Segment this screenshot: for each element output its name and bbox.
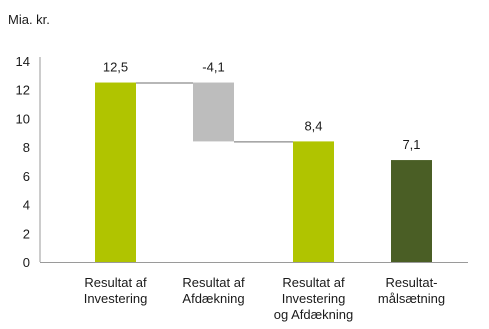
data-labels: 12,5 -4,1 8,4 7,1 — [103, 60, 421, 153]
category-label-line: Resultat af — [182, 275, 245, 290]
y-tick-label: 0 — [23, 255, 30, 270]
y-tick-label: 4 — [23, 198, 30, 213]
data-label: 12,5 — [103, 60, 128, 75]
y-tick-label: 2 — [23, 226, 30, 241]
bars — [95, 82, 432, 263]
category-label-line: Investering — [282, 291, 346, 306]
connector-lines — [136, 82, 293, 143]
y-tick-label: 10 — [16, 111, 30, 126]
category-label: Resultat-målsætning — [378, 275, 445, 306]
bar-2 — [193, 82, 234, 142]
category-label-line: og Afdækning — [274, 307, 354, 322]
y-tick-label: 14 — [16, 54, 30, 69]
category-label: Resultat af Investering og Afdækning — [274, 275, 354, 322]
category-label-line: Afdækning — [182, 291, 244, 306]
category-label: Resultat af Investering — [84, 275, 148, 306]
category-label-line: Resultat af — [282, 275, 345, 290]
category-label-line: Resultat af — [84, 275, 147, 290]
data-label: 7,1 — [402, 137, 420, 152]
y-tick-label: 12 — [16, 83, 30, 98]
y-tick-label: 8 — [23, 140, 30, 155]
bar-1 — [95, 82, 136, 263]
unit-label: Mia. kr. — [8, 12, 50, 27]
data-label: -4,1 — [202, 60, 224, 75]
bar-3 — [293, 141, 334, 262]
category-label-line: Resultat- — [385, 275, 437, 290]
y-tick-label: 6 — [23, 169, 30, 184]
category-label-line: Investering — [84, 291, 148, 306]
category-label: Resultat af Afdækning — [182, 275, 245, 306]
data-label: 8,4 — [304, 118, 322, 133]
bar-4 — [391, 160, 432, 262]
category-label-line: målsætning — [378, 291, 445, 306]
y-axis: 0 2 4 6 8 10 12 14 — [16, 54, 41, 270]
